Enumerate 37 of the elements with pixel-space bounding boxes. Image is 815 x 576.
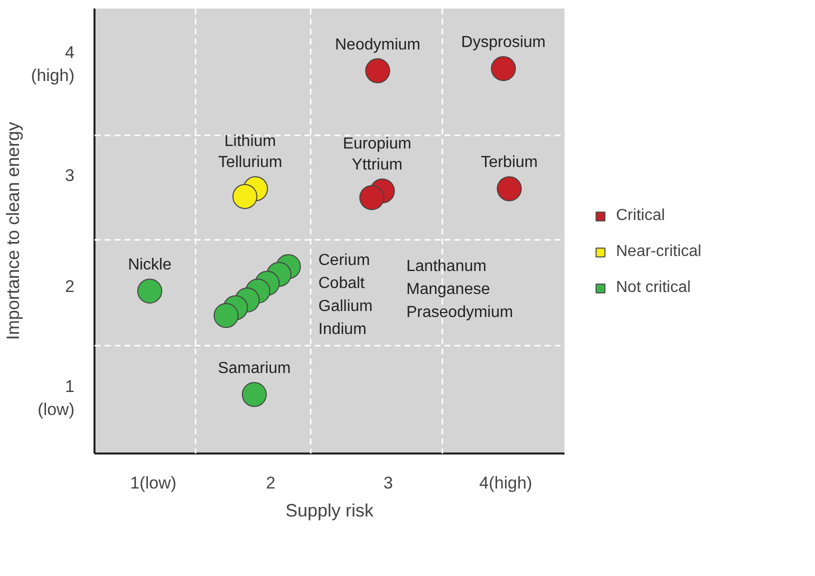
annotation: Praseodymium xyxy=(406,304,514,322)
annotation: Neodymium xyxy=(334,36,420,54)
annotation: Cobalt xyxy=(318,275,366,292)
x-axis-title: Supply risk xyxy=(285,500,375,520)
x-tick-label: 1(low) xyxy=(130,474,176,492)
y-tick-label: 3 xyxy=(65,166,75,185)
point xyxy=(214,303,239,328)
annotation: Dysprosium xyxy=(461,34,546,52)
annotation: Lithium xyxy=(224,133,276,150)
annotation: Europium xyxy=(342,135,412,152)
annotation: Tellurium xyxy=(218,154,282,172)
legend-label: Critical xyxy=(616,206,665,224)
y-tick-label: 2 xyxy=(65,277,75,296)
annotation: Cerium xyxy=(318,252,370,270)
y-tick-label: 1 (low) xyxy=(38,376,75,419)
annotation: Indium xyxy=(318,321,366,338)
point xyxy=(242,382,267,408)
point xyxy=(365,58,390,84)
point xyxy=(490,56,516,82)
annotation: Terbium xyxy=(480,154,538,172)
point xyxy=(496,176,522,202)
x-tick-label: 2 xyxy=(266,474,276,492)
annotation: Yttrium xyxy=(352,156,402,174)
x-tick-label: 3 xyxy=(384,474,393,492)
point xyxy=(137,278,162,304)
annotation: Nickle xyxy=(128,256,172,274)
legend-label: Near-critical xyxy=(616,242,702,260)
point xyxy=(232,184,258,209)
annotation: Manganese xyxy=(406,281,490,298)
annotation: Lanthanum xyxy=(406,258,486,276)
y-axis-title: Importance to clean energy xyxy=(3,122,24,340)
point xyxy=(359,185,384,210)
x-tick-label: 4(high) xyxy=(479,474,532,492)
legend-label: Not critical xyxy=(616,278,691,296)
y-tick-label: 4 (high) xyxy=(31,43,75,86)
annotation: Samarium xyxy=(218,360,291,378)
annotation: Gallium xyxy=(318,298,373,316)
